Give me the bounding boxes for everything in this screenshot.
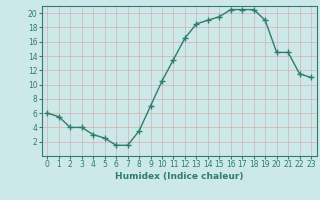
X-axis label: Humidex (Indice chaleur): Humidex (Indice chaleur) xyxy=(115,172,244,181)
